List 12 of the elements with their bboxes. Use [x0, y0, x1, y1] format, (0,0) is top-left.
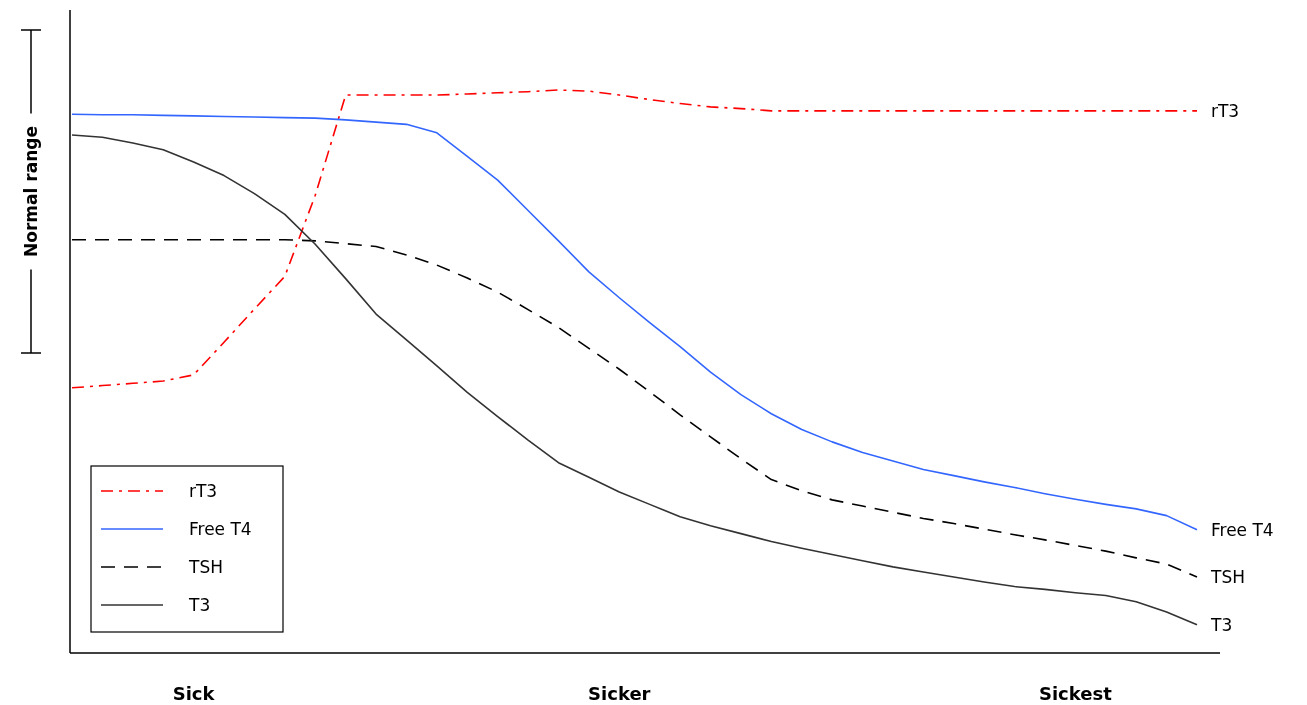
- legend-label: T3: [188, 595, 211, 615]
- text: Normal range: [21, 126, 41, 257]
- x-tick-label: Sick: [172, 683, 216, 704]
- text: TSH: [1211, 566, 1245, 587]
- x-tick-label: Sicker: [588, 683, 651, 704]
- legend-label: TSH: [188, 557, 223, 577]
- legend-label: rT3: [189, 481, 218, 501]
- text: rT3: [1211, 100, 1240, 121]
- text: Free T4: [1211, 519, 1274, 540]
- x-tick-label: Sickest: [1038, 683, 1113, 704]
- legend-label: Free T4: [189, 519, 252, 539]
- text: T3: [1211, 614, 1233, 635]
